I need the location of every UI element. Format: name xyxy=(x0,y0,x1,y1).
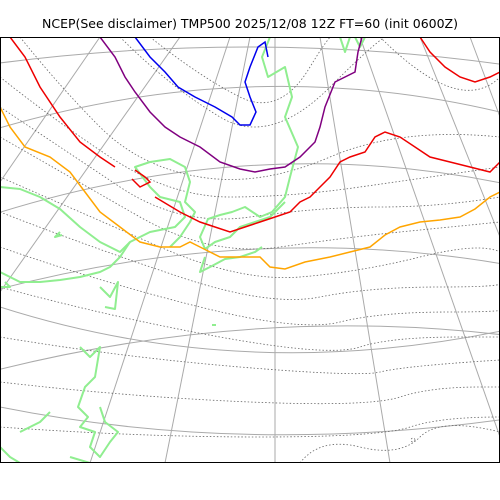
coastlines xyxy=(0,37,366,463)
coastline-hudson xyxy=(0,241,131,283)
longitude-line xyxy=(419,37,500,238)
weather-map xyxy=(0,37,500,463)
latitude-line xyxy=(0,406,500,436)
isotherm-small xyxy=(410,437,416,443)
coastline-canada xyxy=(0,158,196,253)
latitude-line xyxy=(0,247,500,290)
longitude-line xyxy=(0,37,101,183)
coastline-east xyxy=(0,281,11,288)
latitude-line xyxy=(0,306,500,354)
isotherm-blue xyxy=(134,37,269,126)
coastline-greenland xyxy=(199,37,299,250)
isotherm-red xyxy=(9,37,500,233)
isotherms-dotted xyxy=(0,37,500,463)
longitude-line xyxy=(359,37,500,438)
coastline-iceland xyxy=(54,231,63,238)
map-canvas xyxy=(0,37,500,463)
latitude-line xyxy=(0,85,500,129)
isotherm-purple xyxy=(99,37,363,173)
map-title: NCEP(See disclaimer) TMP500 2025/12/08 1… xyxy=(41,16,458,31)
longitude-line xyxy=(469,37,500,118)
longitude-line xyxy=(89,37,231,463)
coastline-south-4 xyxy=(69,456,91,463)
coastline-south-3 xyxy=(19,411,51,433)
isotherm-orange xyxy=(0,106,500,270)
latitude-line xyxy=(0,163,500,213)
coastline-inlet xyxy=(99,281,119,310)
latitude-line xyxy=(0,325,500,370)
coastline-south-2 xyxy=(0,446,21,463)
longitude-line xyxy=(0,37,181,293)
coastline-labrador xyxy=(199,246,263,273)
coastline-south xyxy=(77,346,119,458)
coastline-arctic xyxy=(339,37,351,53)
